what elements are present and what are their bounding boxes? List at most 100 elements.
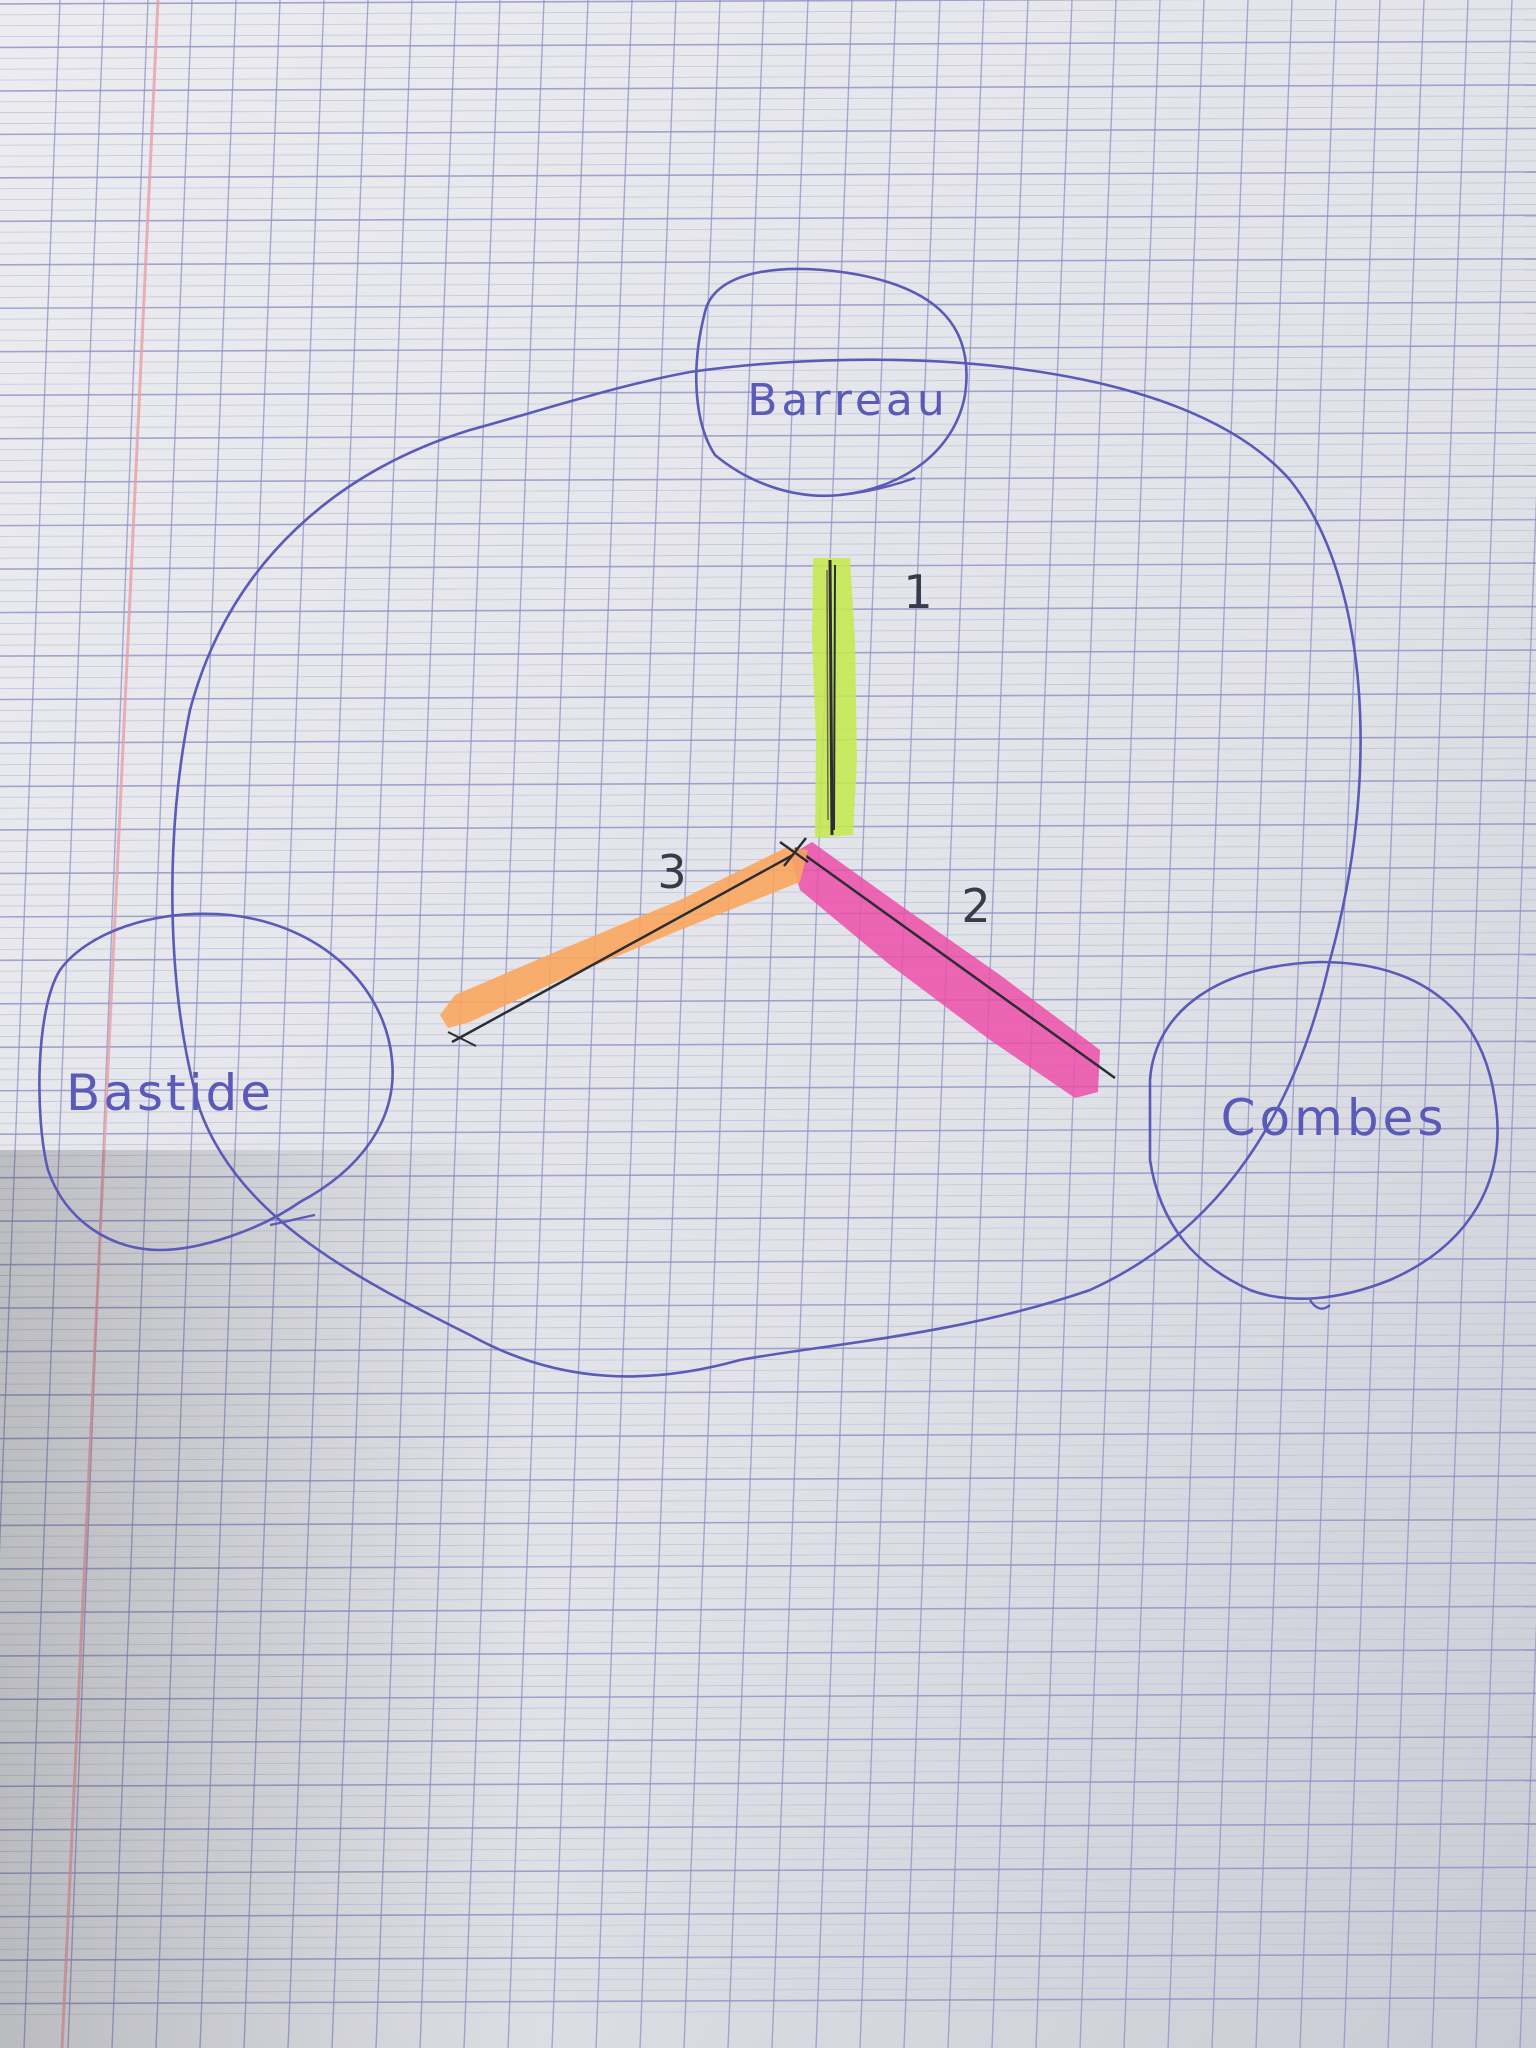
grid-line-horizontal [0, 812, 1536, 820]
edge-1-pencil-line-2 [833, 564, 836, 831]
grid-line-horizontal [0, 257, 1536, 266]
grid-line-horizontal [0, 30, 1536, 38]
grid-line-horizontal [0, 801, 1536, 809]
grid-line-horizontal [0, 518, 1536, 527]
grid-line-horizontal [0, 117, 1536, 124]
grid-line-horizontal [0, 443, 1536, 450]
node-bastide-tail [269, 1213, 316, 1227]
node-barreau-tail [839, 476, 916, 497]
grid-line-horizontal [0, 203, 1536, 211]
grid-line-horizontal [0, 127, 1536, 136]
grid-line-horizontal [0, 486, 1536, 494]
grid-line-horizontal [0, 725, 1536, 733]
grid-line-horizontal [0, 910, 1536, 918]
grid-line-horizontal [0, 551, 1536, 559]
grid-line-horizontal [0, 627, 1536, 635]
grid-line-horizontal [0, 8, 1536, 16]
grid-line-horizontal [0, 236, 1536, 244]
grid-line-horizontal [0, 421, 1536, 429]
grid-line-horizontal [0, 138, 1536, 146]
grid-line-vertical [0, 0, 61, 1554]
edge-3-label: 3 [657, 845, 686, 899]
grid-line-horizontal [0, 334, 1536, 342]
node-bastide-circle [38, 912, 394, 1252]
grid-line-horizontal [0, 779, 1536, 788]
grid-line-horizontal [0, 95, 1536, 103]
grid-line-horizontal [0, 530, 1536, 537]
grid-line-horizontal [0, 932, 1536, 940]
grid-line-horizontal [0, 0, 1217, 5]
grid-line-horizontal [0, 834, 1536, 842]
edge-1-pencil-line-3 [826, 569, 829, 821]
outer-boundary [171, 358, 1362, 1378]
grid-line-horizontal [0, 953, 1536, 962]
grid-line-horizontal [0, 692, 1536, 701]
grid-line-horizontal [0, 1106, 1536, 1113]
grid-line-horizontal [0, 84, 1536, 92]
grid-line-horizontal [0, 149, 1536, 157]
grid-line-horizontal [0, 73, 1536, 81]
grid-line-horizontal [0, 410, 1536, 418]
node-barreau-label: Barreau [747, 375, 949, 426]
grid-line-horizontal [0, 1083, 1536, 1092]
grid-line-horizontal [0, 1116, 1536, 1124]
grid-line-horizontal [0, 899, 1536, 907]
grid-line-horizontal [0, 562, 1536, 570]
edge-1: 1 [812, 558, 933, 838]
grid-line-horizontal [0, 475, 1536, 483]
grid-line-horizontal [0, 638, 1536, 646]
grid-line-horizontal [0, 986, 1536, 994]
grid-line-horizontal [0, 1073, 1536, 1081]
grid-line-horizontal [0, 758, 1536, 766]
grid-line-horizontal [0, 997, 1536, 1005]
grid-line-horizontal [0, 714, 1536, 722]
grid-line-horizontal [0, 573, 1536, 581]
grid-line-horizontal [0, 247, 1536, 255]
edge-2: 2 [790, 842, 1116, 1098]
edge-1-label: 1 [903, 565, 932, 619]
grid-line-horizontal [0, 1051, 1536, 1059]
grid-line-horizontal [0, 182, 1536, 190]
grid-line-horizontal [0, 40, 1536, 49]
grid-line-horizontal [0, 193, 1536, 201]
edge-2-label: 2 [961, 879, 990, 933]
node-combes-label: Combes [1221, 1089, 1448, 1147]
grid-line-horizontal [0, 1095, 1536, 1103]
grid-line-horizontal [0, 584, 1536, 592]
grid-line-horizontal [0, 464, 1536, 472]
grid-line-horizontal [0, 62, 1536, 70]
node-combes: Combes [1148, 960, 1499, 1310]
junction-stroke-b [783, 837, 807, 867]
grid-line-horizontal [0, 975, 1536, 983]
grid-line-horizontal [0, 921, 1536, 929]
grid-line-horizontal [0, 225, 1536, 233]
grid-line-horizontal [0, 171, 1536, 179]
grid-line-horizontal [0, 160, 1536, 168]
grid-line-horizontal [0, 1040, 1536, 1049]
grid-line-horizontal [0, 845, 1536, 853]
grid-line-horizontal [0, 106, 1536, 114]
grid-line-horizontal [0, 19, 1536, 27]
grid-line-horizontal [0, 497, 1536, 505]
grid-line-horizontal [0, 399, 1536, 407]
grid-line-horizontal [0, 823, 1536, 831]
node-bastide: Bastide [38, 912, 394, 1252]
node-barreau-circle [694, 267, 968, 498]
grid-line-horizontal [0, 269, 1536, 277]
grid-line-horizontal [0, 388, 1536, 397]
grid-line-horizontal [0, 769, 1536, 777]
grid-line-horizontal [0, 943, 1536, 950]
paper-shadow [0, 1150, 1536, 2048]
grid-line-horizontal [0, 682, 1536, 690]
grid-line-horizontal [0, 453, 1536, 461]
grid-line-horizontal [0, 660, 1536, 668]
grid-line-horizontal [0, 671, 1536, 679]
grid-line-horizontal [0, 508, 1536, 516]
edge-1-pencil-line [828, 559, 834, 836]
grid-line-horizontal [0, 431, 1536, 440]
grid-line-horizontal [0, 736, 1536, 744]
grid-line-horizontal [0, 367, 1536, 374]
grid-line-horizontal [0, 790, 1536, 798]
edge-3-pencil-tick [447, 1031, 477, 1047]
